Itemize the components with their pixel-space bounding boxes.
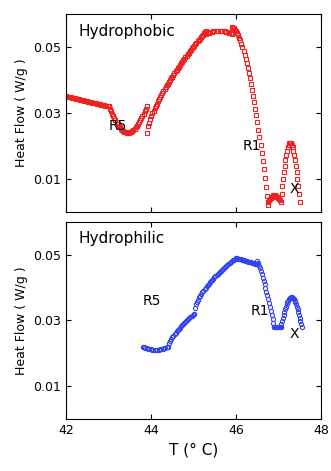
- Text: Hydrophilic: Hydrophilic: [79, 231, 165, 246]
- Y-axis label: Heat Flow ( W/g ): Heat Flow ( W/g ): [15, 266, 28, 375]
- Text: R5: R5: [143, 293, 161, 308]
- Text: R5: R5: [109, 119, 127, 133]
- Text: R1: R1: [251, 303, 269, 317]
- Text: R1: R1: [243, 139, 261, 153]
- Text: X: X: [289, 326, 299, 341]
- Text: X: X: [289, 182, 299, 195]
- Y-axis label: Heat Flow ( W/g ): Heat Flow ( W/g ): [15, 58, 28, 167]
- Text: Hydrophobic: Hydrophobic: [79, 24, 176, 39]
- X-axis label: T (° C): T (° C): [169, 443, 218, 458]
